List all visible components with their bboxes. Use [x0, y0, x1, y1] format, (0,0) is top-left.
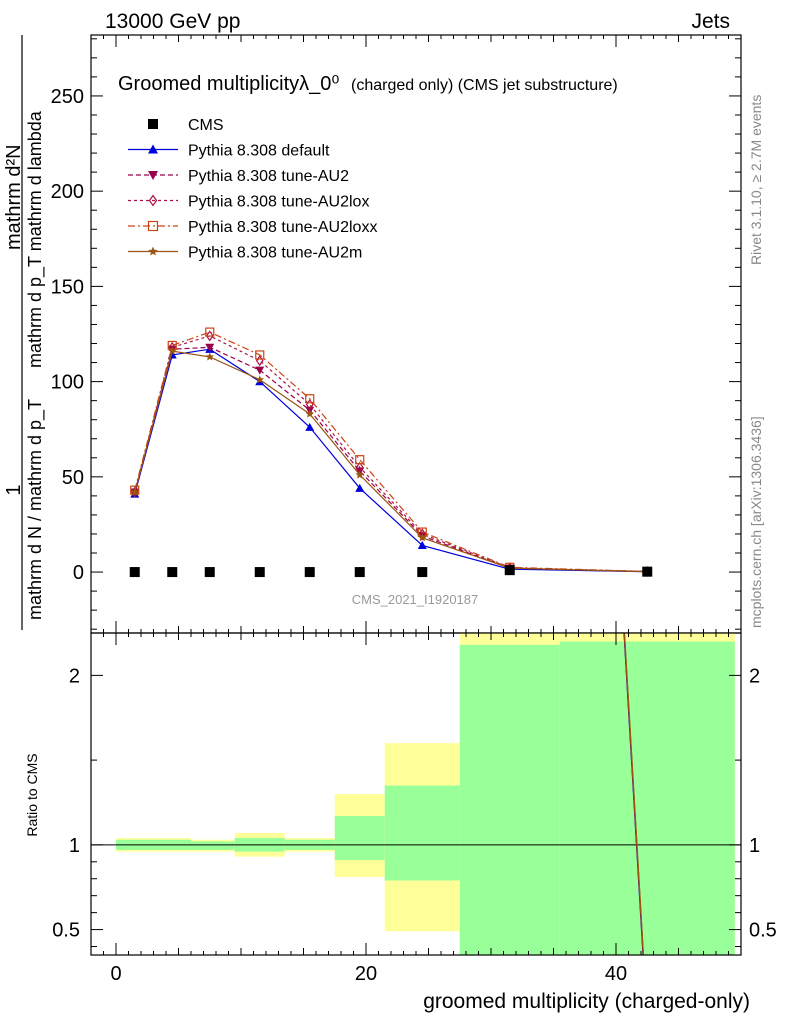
data-point: [355, 455, 365, 465]
data-point: [148, 171, 158, 180]
legend-item: Pythia 8.308 tune-AU2m: [128, 245, 362, 262]
legend: CMS Pythia 8.308 default Pythia 8.308 tune…: [128, 117, 377, 262]
main-plot: 0 50 100 150 200 250: [51, 34, 742, 634]
y-tick-label: 150: [51, 276, 84, 298]
ratio-band-green: [191, 841, 235, 850]
data-point: [255, 350, 265, 360]
x-tick-label: 0: [110, 963, 121, 985]
ratio-tick-label-right: 0.5: [749, 920, 777, 942]
series-pythia-8-308-default: [130, 344, 652, 576]
header-right: Jets: [691, 10, 730, 33]
data-point: [354, 567, 365, 578]
series-line: [134, 331, 648, 573]
series-pythia-8-308-tune-au2: [130, 343, 652, 576]
ratio-band-green: [384, 785, 460, 881]
data-point: [130, 487, 139, 496]
data-point: [205, 330, 214, 342]
series-pythia-8-308-tune-au2m: [130, 346, 652, 576]
data-point: [147, 220, 159, 232]
y-tick-label: 0: [73, 562, 84, 584]
y-tick-label: 100: [51, 372, 84, 394]
chart-title-text: Groomed multiplicityλ_0⁰: [118, 73, 339, 95]
y-label-right-sub: mathrm d p_T mathrm d lambda: [25, 110, 46, 368]
data-point: [148, 119, 158, 129]
series-line: [134, 348, 648, 573]
legend-item: CMS: [148, 117, 224, 134]
data-point: [255, 375, 264, 384]
data-point: [417, 567, 428, 578]
data-point: [205, 352, 214, 361]
series-line: [134, 346, 648, 573]
data-point: [204, 567, 215, 578]
data-point: [355, 470, 364, 479]
data-point: [255, 366, 265, 375]
data-point: [148, 194, 158, 207]
rivet-label: Rivet 3.1.10, ≥ 2.7M events: [748, 95, 764, 265]
ratio-tick-label: 1: [69, 835, 80, 857]
data-point: [167, 567, 178, 578]
watermark: CMS_2021_I1920187: [352, 592, 479, 607]
x-axis-label: groomed multiplicity (charged-only): [423, 990, 750, 1013]
chart-subtitle: (charged only) (CMS jet substructure): [351, 77, 618, 94]
legend-label: Pythia 8.308 tune-AU2: [188, 168, 349, 185]
data-point: [418, 533, 427, 542]
legend-label: Pythia 8.308 tune-AU2lox: [188, 194, 369, 211]
chart-title: Groomed multiplicityλ_0⁰ (charged only) …: [118, 73, 618, 95]
data-point: [305, 409, 314, 418]
data-point: [255, 355, 264, 367]
legend-label: Pythia 8.308 tune-AU2loxx: [188, 219, 377, 236]
series-cms: [129, 565, 653, 578]
data-point: [148, 144, 158, 154]
data-point: [642, 566, 653, 577]
ratio-bands: [116, 633, 735, 955]
legend-item: Pythia 8.308 tune-AU2lox: [128, 194, 369, 211]
legend-label: Pythia 8.308 tune-AU2m: [188, 245, 362, 262]
y-label-numerator: 1: [3, 484, 25, 495]
ratio-band-green: [559, 641, 735, 955]
legend-label: Pythia 8.308 default: [188, 143, 330, 160]
data-point: [355, 483, 365, 492]
x-tick-label: 40: [605, 963, 627, 985]
data-point: [205, 343, 215, 352]
ratio-plot: 0 20 40 0.5 0.5 1 1 2 2: [52, 632, 777, 985]
data-point: [304, 567, 315, 578]
data-point: [254, 567, 265, 578]
ratio-curve-group: [623, 633, 645, 955]
ratio-tick-label: 0.5: [52, 920, 80, 942]
data-point: [305, 394, 315, 404]
ratio-band-green: [334, 816, 385, 861]
data-point: [417, 540, 427, 549]
y-tick-label: 50: [62, 467, 84, 489]
header-left: 13000 GeV pp: [105, 10, 240, 33]
data-point: [305, 422, 315, 431]
legend-item: Pythia 8.308 default: [128, 143, 330, 160]
ratio-tick-label: 2: [69, 665, 80, 687]
data-point: [205, 327, 215, 337]
y-tick-label: 200: [51, 181, 84, 203]
ratio-y-label: Ratio to CMS: [24, 753, 40, 836]
legend-item: Pythia 8.308 tune-AU2loxx: [128, 219, 377, 236]
data-point: [148, 246, 158, 256]
ratio-curve: [623, 633, 645, 955]
y-axis-label: 1 mathrm d N / mathrm d p_T mathrm d p_T…: [3, 35, 46, 630]
legend-item: Pythia 8.308 tune-AU2: [128, 168, 349, 185]
ratio-band-green: [459, 644, 560, 955]
series-pythia-8-308-tune-au2loxx: [130, 327, 652, 577]
series-pythia-8-308-tune-au2lox: [130, 330, 652, 578]
y-label-right-part: mathrm d²N: [3, 144, 25, 250]
mcplots-label: mcplots.cern.ch [arXiv:1306.3436]: [748, 416, 764, 628]
y-tick-label: 250: [51, 86, 84, 108]
data-point: [504, 565, 515, 576]
data-point: [168, 346, 177, 355]
ratio-tick-label-right: 2: [749, 665, 760, 687]
ratio-tick-label-right: 1: [749, 835, 760, 857]
data-point: [130, 485, 140, 495]
series-line: [134, 335, 648, 573]
y-label-denominator: mathrm d N / mathrm d p_T: [25, 399, 46, 620]
x-tick-label: 20: [355, 963, 377, 985]
data-point: [129, 567, 140, 578]
legend-label: CMS: [188, 117, 224, 134]
series-line: [134, 350, 648, 573]
